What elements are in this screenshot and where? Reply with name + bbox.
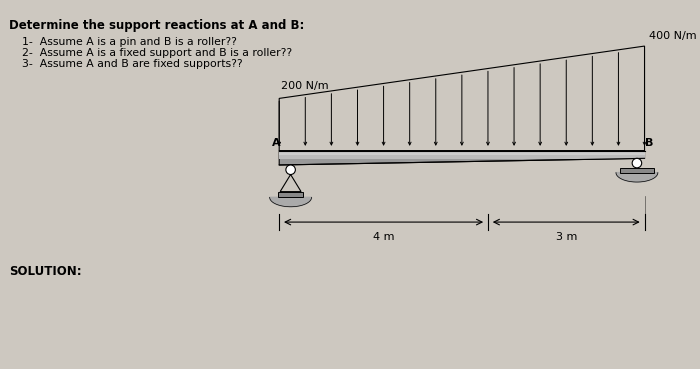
Bar: [278, 192, 303, 197]
Bar: [620, 168, 654, 173]
Text: 200 N/m: 200 N/m: [281, 81, 329, 91]
Polygon shape: [279, 155, 645, 159]
Text: A: A: [272, 138, 280, 148]
Polygon shape: [279, 151, 645, 165]
Text: 2-  Assume A is a fixed support and B is a roller??: 2- Assume A is a fixed support and B is …: [22, 48, 293, 58]
Text: SOLUTION:: SOLUTION:: [9, 265, 82, 278]
Text: B: B: [645, 138, 653, 148]
Text: 400 N/m: 400 N/m: [650, 31, 697, 41]
Circle shape: [632, 158, 642, 168]
Polygon shape: [279, 151, 645, 155]
Polygon shape: [270, 197, 312, 207]
Text: 3 m: 3 m: [556, 232, 577, 242]
Text: Determine the support reactions at A and B:: Determine the support reactions at A and…: [9, 20, 304, 32]
Text: 4 m: 4 m: [373, 232, 394, 242]
Circle shape: [286, 165, 295, 175]
Text: 1-  Assume A is a pin and B is a roller??: 1- Assume A is a pin and B is a roller??: [22, 37, 237, 46]
Polygon shape: [616, 173, 658, 182]
Text: 3-  Assume A and B are fixed supports??: 3- Assume A and B are fixed supports??: [22, 59, 243, 69]
